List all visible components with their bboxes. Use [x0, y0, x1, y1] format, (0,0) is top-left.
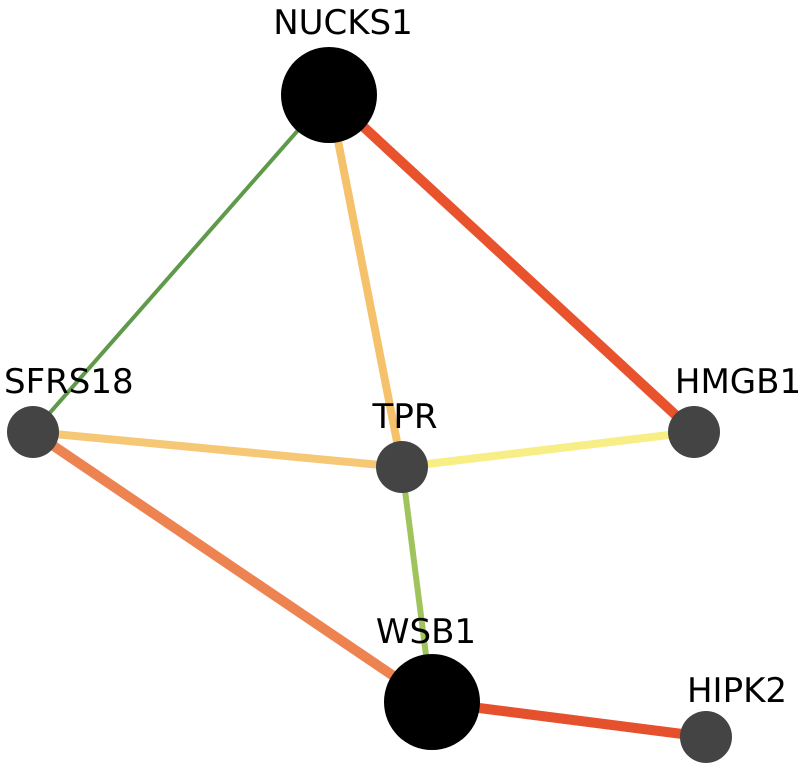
edge-tpr-hmgb1: [401, 428, 695, 471]
edge-layer: [30, 91, 707, 742]
node-wsb1[interactable]: [384, 654, 480, 750]
label-layer: NUCKS1 SFRS18 TPR HMGB1 WSB1 HIPK2: [4, 3, 801, 711]
node-label-sfrs18: SFRS18: [4, 362, 134, 402]
node-nucks1[interactable]: [281, 47, 377, 143]
node-sfrs18[interactable]: [7, 406, 59, 458]
edge-sfrs18-tpr: [32, 428, 403, 471]
node-hmgb1[interactable]: [668, 406, 720, 458]
node-label-wsb1: WSB1: [376, 612, 476, 652]
edge-nucks1-tpr: [325, 94, 406, 468]
node-label-nucks1: NUCKS1: [273, 3, 413, 43]
edge-sfrs18-wsb1: [30, 427, 435, 707]
node-label-hmgb1: HMGB1: [675, 362, 801, 402]
edge-nucks1-hmgb1: [325, 91, 698, 436]
node-layer: [7, 47, 732, 763]
node-label-hipk2: HIPK2: [687, 671, 787, 711]
node-hipk2[interactable]: [680, 711, 732, 763]
node-tpr[interactable]: [376, 441, 428, 493]
edge-nucks1-sfrs18: [31, 93, 331, 434]
node-label-tpr: TPR: [372, 397, 438, 437]
